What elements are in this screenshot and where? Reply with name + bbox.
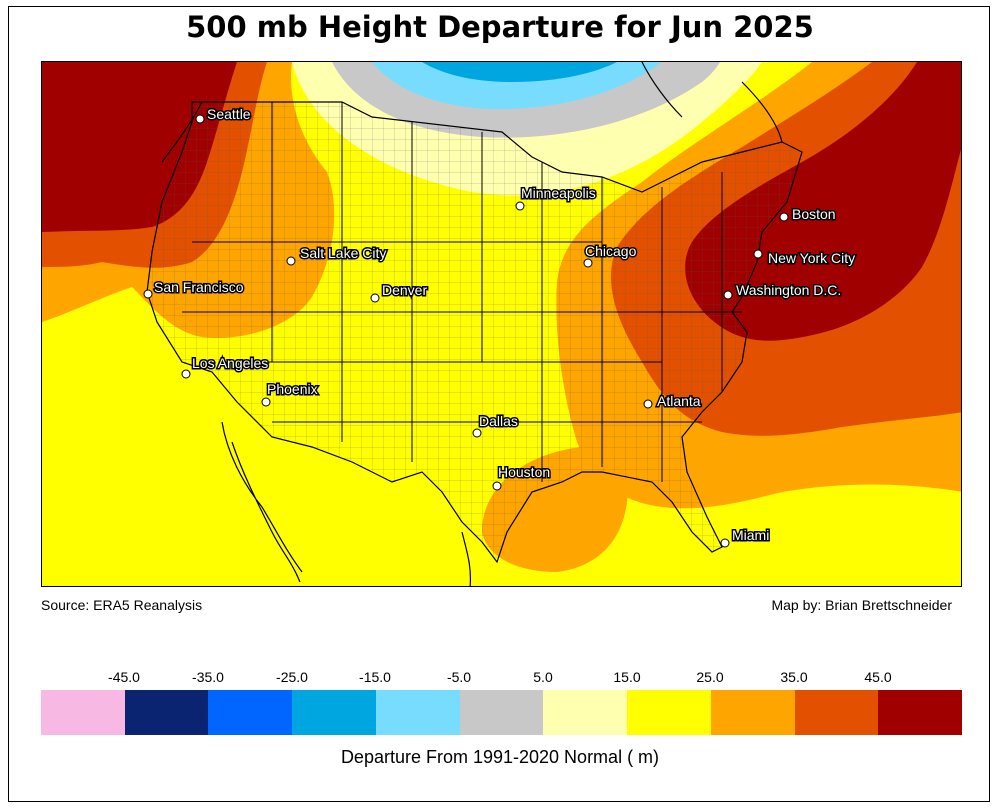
legend-tick: -35.0 bbox=[192, 669, 224, 685]
city-label-minneapolis: Minneapolis bbox=[521, 185, 596, 201]
city-marker bbox=[583, 258, 593, 268]
city-marker bbox=[370, 293, 380, 303]
coastline bbox=[161, 62, 783, 586]
conus-county-lines bbox=[146, 101, 803, 564]
city-atlanta: Atlanta bbox=[643, 392, 702, 411]
city-marker bbox=[643, 399, 653, 409]
legend-swatch bbox=[375, 690, 460, 735]
city-label-los-angeles: Los Angeles bbox=[192, 355, 268, 371]
city-marker bbox=[143, 289, 153, 299]
city-marker bbox=[720, 538, 730, 548]
city-seattle: Seattle bbox=[195, 105, 252, 124]
legend-tick: 5.0 bbox=[533, 669, 553, 685]
city-miami: Miami bbox=[720, 526, 771, 548]
city-label-boston: Boston bbox=[792, 206, 836, 222]
city-minneapolis: Minneapolis bbox=[515, 184, 597, 211]
city-label-denver: Denver bbox=[382, 282, 427, 298]
city-label-washington-dc: Washington D.C. bbox=[736, 282, 841, 298]
city-washington-dc: Washington D.C. bbox=[723, 281, 843, 300]
city-marker bbox=[515, 201, 525, 211]
city-denver: Denver bbox=[370, 281, 429, 303]
legend-tick: 15.0 bbox=[613, 669, 641, 685]
city-los-angeles: Los Angeles bbox=[181, 354, 270, 379]
map-title: 500 mb Height Departure for Jun 2025 bbox=[186, 10, 814, 44]
legend-swatch bbox=[543, 690, 628, 735]
city-marker bbox=[286, 256, 296, 266]
city-dallas: Dallas bbox=[472, 412, 519, 438]
legend-tick: -5.0 bbox=[446, 669, 472, 685]
legend-swatch bbox=[794, 690, 879, 735]
legend-swatch bbox=[878, 690, 963, 735]
city-label-san-francisco: San Francisco bbox=[154, 279, 244, 295]
city-label-miami: Miami bbox=[732, 527, 769, 543]
city-new-york-city: New York City bbox=[753, 249, 857, 268]
legend-ticks: -45.0 -35.0 -25.0 -15.0 -5.0 5.0 15.0 25… bbox=[0, 669, 1000, 687]
city-marker bbox=[195, 114, 205, 124]
city-marker bbox=[472, 428, 482, 438]
city-label-new-york-city: New York City bbox=[768, 250, 855, 266]
legend-swatch bbox=[208, 690, 293, 735]
city-marker bbox=[181, 369, 191, 379]
legend-swatch bbox=[459, 690, 544, 735]
legend-tick: 25.0 bbox=[696, 669, 724, 685]
legend-swatch bbox=[124, 690, 209, 735]
city-chicago: Chicago bbox=[583, 242, 638, 268]
legend-swatch bbox=[627, 690, 711, 735]
legend-swatch bbox=[41, 690, 125, 735]
legend-swatch bbox=[292, 690, 376, 735]
city-san-francisco: San Francisco bbox=[143, 278, 245, 299]
legend-tick: -25.0 bbox=[276, 669, 308, 685]
legend-title: Departure From 1991-2020 Normal ( m) bbox=[340, 747, 660, 767]
legend-tick: -45.0 bbox=[108, 669, 140, 685]
city-label-seattle: Seattle bbox=[207, 106, 251, 122]
city-marker bbox=[753, 249, 763, 259]
anomaly-fill-55-east bbox=[685, 62, 961, 341]
city-marker bbox=[261, 397, 271, 407]
anomaly-fill-neg5 bbox=[372, 62, 662, 110]
city-houston: Houston bbox=[492, 463, 552, 491]
city-marker bbox=[779, 212, 789, 222]
figure-frame bbox=[8, 6, 990, 802]
city-boston: Boston bbox=[779, 205, 837, 224]
city-salt-lake-city: Salt Lake City bbox=[286, 244, 388, 266]
city-marker bbox=[492, 481, 502, 491]
anomaly-fill-neg15 bbox=[422, 62, 617, 82]
map-canvas: Seattle San Francisco Salt Lake City Den… bbox=[42, 62, 961, 586]
state-borders bbox=[182, 102, 742, 482]
city-label-atlanta: Atlanta bbox=[657, 393, 701, 409]
author-credit: Map by: Brian Brettschneider bbox=[771, 597, 952, 613]
city-label-salt-lake-city: Salt Lake City bbox=[300, 245, 386, 261]
city-label-dallas: Dallas bbox=[479, 413, 518, 429]
city-marker bbox=[723, 290, 733, 300]
legend-tick: 45.0 bbox=[864, 669, 892, 685]
city-label-chicago: Chicago bbox=[585, 243, 637, 259]
color-legend bbox=[41, 690, 963, 735]
map-panel: Seattle San Francisco Salt Lake City Den… bbox=[41, 61, 962, 587]
source-note: Source: ERA5 Reanalysis bbox=[41, 597, 203, 613]
legend-swatch bbox=[710, 690, 795, 735]
legend-tick: 35.0 bbox=[780, 669, 808, 685]
city-label-houston: Houston bbox=[498, 464, 550, 480]
city-phoenix: Phoenix bbox=[261, 380, 319, 407]
legend-tick: -15.0 bbox=[359, 669, 391, 685]
city-label-phoenix: Phoenix bbox=[267, 381, 318, 397]
